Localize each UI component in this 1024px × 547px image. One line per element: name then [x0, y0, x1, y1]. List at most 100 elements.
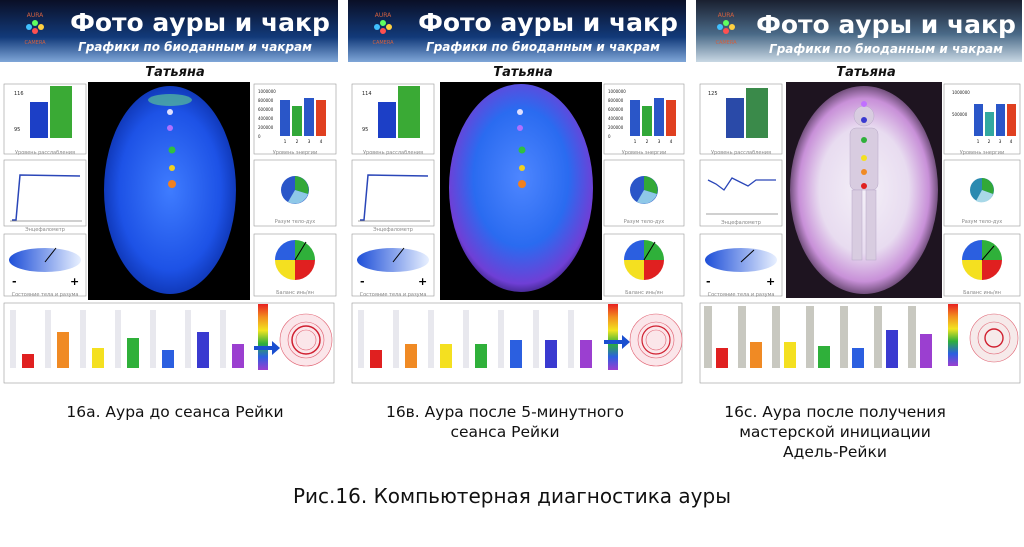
svg-text:400000: 400000 — [258, 116, 274, 121]
aura-camera-logo: AURA CAMERA — [372, 12, 394, 46]
svg-text:CAMERA: CAMERA — [715, 40, 737, 46]
svg-text:4: 4 — [670, 139, 673, 144]
svg-text:CAMERA: CAMERA — [372, 40, 394, 46]
chakra-points — [517, 109, 526, 188]
yin-yang-balance-wheel: Баланс инь/ян — [253, 233, 337, 297]
caption-16a: 16а. Аура до сеанса Рейки — [66, 403, 284, 421]
svg-text:1000000: 1000000 — [608, 89, 626, 94]
svg-text:4: 4 — [1010, 139, 1013, 144]
svg-text:Уровень энергии: Уровень энергии — [622, 150, 667, 156]
caption-16c: 16с. Аура после получения мастерской ини… — [724, 403, 946, 461]
svg-text:0: 0 — [608, 134, 611, 139]
yin-yang-balance-wheel: Баланс инь/ян — [603, 233, 685, 297]
body-mind-state-chart: - + Состояние тела и разума — [351, 233, 435, 298]
body-mind-state-chart: - + Состояние тела и разума — [3, 233, 87, 298]
mind-body-spirit-pie: Разум тело-дух — [253, 159, 337, 227]
aura-camera-logo: AURA CAMERA — [24, 12, 46, 46]
svg-text:Уровень расслабления: Уровень расслабления — [15, 150, 75, 156]
svg-text:95: 95 — [14, 127, 20, 133]
energy-level-chart: 1000000 800000 600000 400000 200000 0 1 … — [253, 83, 337, 156]
aura-field — [104, 86, 236, 294]
report-header — [348, 0, 686, 62]
energy-level-chart: 1000000 800000 600000 400000 200000 0 1 … — [603, 83, 685, 156]
svg-text:+: + — [418, 275, 427, 288]
chakra-points — [167, 109, 176, 188]
svg-text:800000: 800000 — [258, 98, 274, 103]
svg-text:Состояние тела и разума: Состояние тела и разума — [12, 292, 79, 298]
svg-text:2: 2 — [646, 139, 649, 144]
client-name: Татьяна — [493, 65, 553, 80]
svg-text:1000000: 1000000 — [952, 90, 970, 95]
biometer-chart: Энцефалометр — [351, 159, 435, 233]
chakra-bar-row — [3, 302, 335, 384]
svg-text:800000: 800000 — [608, 98, 624, 103]
report-title: Фото ауры и чакр — [418, 8, 678, 37]
svg-text:Баланс инь/ян: Баланс инь/ян — [276, 290, 314, 296]
report-title: Фото ауры и чакр — [756, 10, 1016, 39]
yin-yang-balance-wheel: Баланс инь/ян — [943, 233, 1021, 297]
svg-text:Разум тело-дух: Разум тело-дух — [962, 219, 1003, 225]
svg-text:CAMERA: CAMERA — [24, 40, 46, 46]
svg-text:Разум тело-дух: Разум тело-дух — [624, 219, 665, 225]
svg-text:Энцефалометр: Энцефалометр — [25, 227, 65, 233]
relax-bar-blue — [30, 102, 48, 138]
aura-report-panel-a: AURA CAMERA Фото ауры и чакр Графики по … — [0, 0, 338, 384]
svg-text:116: 116 — [14, 91, 24, 97]
svg-text:200000: 200000 — [608, 125, 624, 130]
report-title: Фото ауры и чакр — [70, 8, 330, 37]
relaxation-chart: 116 95 Уровень расслабления — [3, 83, 87, 156]
svg-text:600000: 600000 — [258, 107, 274, 112]
client-name: Татьяна — [145, 65, 205, 80]
report-header — [0, 0, 338, 62]
svg-text:1000000: 1000000 — [258, 89, 276, 94]
svg-text:2: 2 — [296, 139, 299, 144]
svg-text:1: 1 — [977, 139, 980, 144]
body-mind-state-chart: - + Состояние тела и разума — [699, 233, 783, 298]
chakra-points — [861, 101, 867, 189]
mind-body-spirit-pie: Разум тело-дух — [603, 159, 685, 227]
figure-title: Рис.16. Компьютерная диагностика ауры — [293, 484, 731, 508]
aura-report-panel-c: AURA CAMERA Фото ауры и чакр Графики по … — [696, 0, 1022, 384]
svg-text:Уровень энергии: Уровень энергии — [273, 150, 318, 156]
biometer-chart: Энцефалометр — [699, 159, 783, 227]
svg-text:+: + — [70, 275, 79, 288]
relax-bar-green — [50, 86, 72, 138]
client-name: Татьяна — [836, 65, 896, 80]
svg-text:AURA: AURA — [718, 12, 735, 19]
svg-text:Уровень энергии: Уровень энергии — [960, 150, 1005, 156]
mind-body-spirit-pie: Разум тело-дух — [943, 159, 1021, 227]
svg-text:Состояние тела и разума: Состояние тела и разума — [360, 292, 427, 298]
chakra-bar-row — [699, 302, 1021, 384]
aura-field — [449, 84, 593, 292]
svg-text:1: 1 — [284, 139, 287, 144]
svg-text:AURA: AURA — [27, 12, 44, 19]
svg-text:600000: 600000 — [608, 107, 624, 112]
svg-text:-: - — [360, 275, 365, 288]
report-subtitle: Графики по биоданным и чакрам — [426, 40, 660, 54]
svg-text:114: 114 — [362, 91, 372, 97]
svg-text:500000: 500000 — [952, 112, 968, 117]
svg-text:200000: 200000 — [258, 125, 274, 130]
svg-text:0: 0 — [258, 134, 261, 139]
svg-text:Энцефалометр: Энцефалометр — [721, 220, 761, 226]
relaxation-chart: 125 Уровень расслабления — [699, 83, 783, 156]
svg-text:Состояние тела и разума: Состояние тела и разума — [708, 292, 775, 298]
report-subtitle: Графики по биоданным и чакрам — [78, 40, 312, 54]
svg-text:400000: 400000 — [608, 116, 624, 121]
svg-text:3: 3 — [308, 139, 311, 144]
svg-text:Баланс инь/ян: Баланс инь/ян — [963, 290, 1001, 296]
biometer-chart: Энцефалометр — [3, 159, 87, 233]
aura-report-panel-b: AURA CAMERA Фото ауры и чакр Графики по … — [348, 0, 686, 384]
svg-text:125: 125 — [708, 91, 718, 97]
svg-text:2: 2 — [988, 139, 991, 144]
report-header — [696, 0, 1022, 62]
chakra-bar-row — [351, 302, 683, 384]
svg-text:4: 4 — [320, 139, 323, 144]
svg-text:3: 3 — [658, 139, 661, 144]
svg-text:3: 3 — [999, 139, 1002, 144]
svg-text:Уровень расслабления: Уровень расслабления — [711, 150, 771, 156]
energy-level-chart: 1000000 500000 1 2 3 4 Уровень энергии — [943, 83, 1021, 156]
svg-text:Энцефалометр: Энцефалометр — [373, 227, 413, 233]
svg-text:AURA: AURA — [375, 12, 392, 19]
caption-16b: 16в. Аура после 5-минутного сеанса Рейки — [385, 403, 625, 441]
